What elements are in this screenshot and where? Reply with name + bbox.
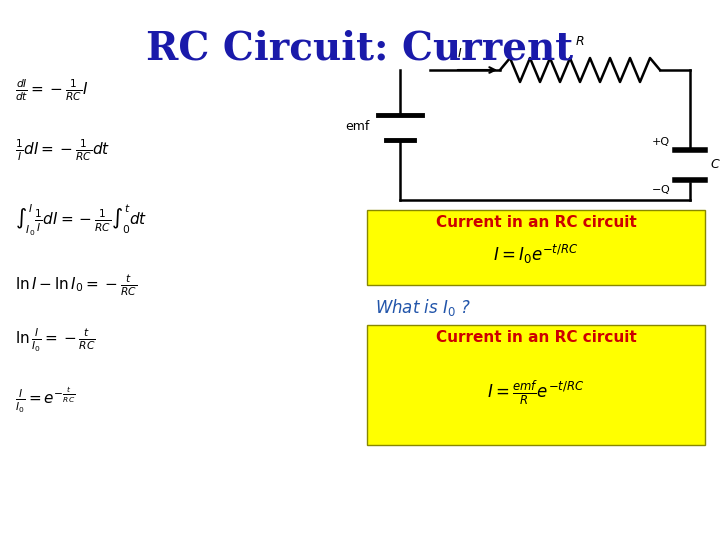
Text: +Q: +Q: [652, 137, 670, 147]
Text: $-$Q: $-$Q: [651, 183, 670, 196]
Text: $I$: $I$: [457, 47, 463, 60]
Text: Current in an RC circuit: Current in an RC circuit: [436, 330, 636, 345]
Bar: [367, 210, 705, 285]
Text: $\frac{1}{I}dI = -\frac{1}{RC}dt$: $\frac{1}{I}dI = -\frac{1}{RC}dt$: [15, 137, 110, 163]
Text: $I = I_0e^{-t/RC}$: $I = I_0e^{-t/RC}$: [493, 243, 579, 266]
Text: $\int_{I_0}^{I}\frac{1}{I}dI = -\frac{1}{RC}\int_{0}^{t}dt$: $\int_{I_0}^{I}\frac{1}{I}dI = -\frac{1}…: [15, 202, 147, 238]
Text: $\ln\frac{I}{I_0} = -\frac{t}{RC}$: $\ln\frac{I}{I_0} = -\frac{t}{RC}$: [15, 326, 96, 354]
Text: RC Circuit: Current: RC Circuit: Current: [146, 30, 574, 68]
Text: $\frac{dI}{dt} = -\frac{1}{RC}I$: $\frac{dI}{dt} = -\frac{1}{RC}I$: [15, 77, 88, 103]
Text: $\ln I - \ln I_0 = -\frac{t}{RC}$: $\ln I - \ln I_0 = -\frac{t}{RC}$: [15, 272, 137, 298]
Text: emf: emf: [346, 120, 370, 133]
Text: $I = \frac{emf}{R}e^{-t/RC}$: $I = \frac{emf}{R}e^{-t/RC}$: [487, 379, 585, 407]
Text: C: C: [710, 159, 719, 172]
Text: $R$: $R$: [575, 35, 585, 48]
Text: Current in an RC circuit: Current in an RC circuit: [436, 215, 636, 230]
Bar: [367, 325, 705, 445]
Text: $\frac{I}{I_0} = e^{-\frac{t}{RC}}$: $\frac{I}{I_0} = e^{-\frac{t}{RC}}$: [15, 386, 76, 415]
Text: What is $I_0$ ?: What is $I_0$ ?: [375, 298, 471, 319]
